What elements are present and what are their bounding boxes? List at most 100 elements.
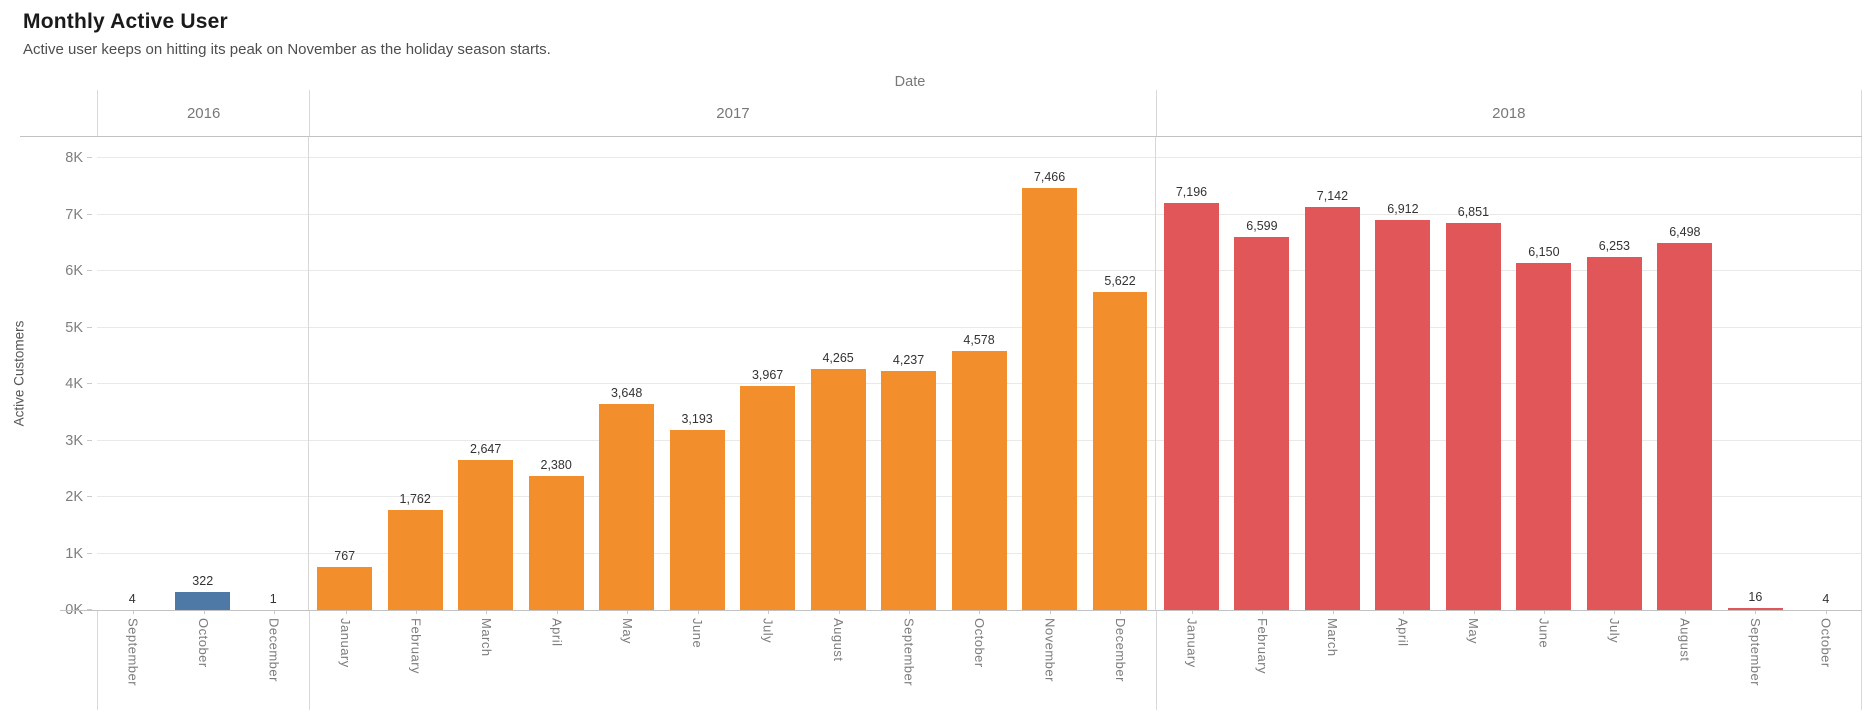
month-label-september-2016[interactable]: September — [125, 618, 141, 687]
x-tick-mark — [1262, 610, 1264, 614]
chart-title: Monthly Active User — [23, 10, 228, 33]
bar-value-label: 6,498 — [1669, 224, 1701, 239]
bar-september-2018[interactable] — [1727, 608, 1783, 610]
bar-september-2017[interactable] — [881, 370, 937, 610]
month-label-january-2018[interactable]: January — [1184, 618, 1200, 668]
bar-july-2017[interactable] — [740, 385, 796, 610]
month-cell-january-2018: January — [1157, 610, 1227, 710]
month-cell-may-2018: May — [1438, 610, 1508, 710]
bar-august-2018[interactable] — [1657, 242, 1713, 610]
month-label-june-2017[interactable]: June — [690, 618, 706, 649]
bar-november-2017[interactable] — [1022, 188, 1077, 610]
month-label-august-2017[interactable]: August — [831, 618, 847, 662]
month-label-august-2018[interactable]: August — [1677, 618, 1693, 662]
year-group-2017: 2017 — [310, 90, 1157, 137]
gridline-5K — [97, 326, 1862, 328]
bar-slot-may-2017: 3,648 — [591, 137, 661, 610]
x-tick-mark — [1825, 610, 1827, 614]
month-label-april-2018[interactable]: April — [1395, 618, 1411, 647]
month-cell-april-2017: April — [522, 610, 592, 710]
x-tick-mark — [627, 610, 629, 614]
bar-march-2017[interactable] — [458, 460, 514, 610]
bar-august-2017[interactable] — [810, 369, 866, 610]
month-label-july-2017[interactable]: July — [760, 618, 776, 644]
bar-december-2017[interactable] — [1092, 292, 1148, 610]
month-label-november-2017[interactable]: November — [1042, 618, 1058, 682]
y-tick-mark — [87, 552, 92, 554]
bar-slot-march-2017: 2,647 — [450, 137, 520, 610]
x-tick-mark — [1049, 610, 1051, 614]
bar-value-label: 6,253 — [1598, 238, 1630, 253]
month-label-october-2016[interactable]: October — [196, 618, 212, 668]
month-cell-january-2017: January — [310, 610, 380, 710]
month-label-april-2017[interactable]: April — [549, 618, 565, 647]
bar-january-2017[interactable] — [317, 566, 373, 610]
year-header-2018[interactable]: 2018 — [1492, 105, 1526, 122]
bar-june-2017[interactable] — [669, 429, 725, 610]
bar-slot-november-2017: 7,466 — [1014, 137, 1084, 610]
month-label-march-2017[interactable]: March — [478, 618, 494, 657]
bar-october-2017[interactable] — [951, 351, 1007, 610]
month-cell-november-2017: November — [1015, 610, 1085, 710]
bar-october-2016[interactable] — [175, 591, 231, 610]
bar-january-2018[interactable] — [1163, 203, 1219, 610]
month-label-december-2016[interactable]: December — [266, 618, 282, 682]
bar-slot-may-2018: 6,851 — [1438, 137, 1508, 610]
bar-april-2018[interactable] — [1375, 219, 1431, 610]
month-label-february-2018[interactable]: February — [1254, 618, 1270, 675]
month-label-december-2017[interactable]: December — [1112, 618, 1128, 682]
x-tick-mark — [415, 610, 417, 614]
bar-april-2017[interactable] — [528, 475, 584, 610]
month-label-october-2017[interactable]: October — [971, 618, 987, 668]
month-label-june-2018[interactable]: June — [1536, 618, 1552, 649]
year-header-2016[interactable]: 2016 — [186, 105, 221, 122]
chart-main: 2016 2017 2018 4 322 1 767 1,762 2,647 2,380 3,64… — [97, 90, 1862, 710]
y-tick-mark — [87, 439, 92, 441]
y-tick-label-1K: 1K — [65, 545, 83, 562]
month-group-2017: January February March April May June July Augu… — [310, 610, 1157, 710]
month-label-october-2018[interactable]: October — [1818, 618, 1834, 668]
x-tick-mark — [979, 610, 981, 614]
month-label-january-2017[interactable]: January — [338, 618, 354, 668]
month-label-may-2018[interactable]: May — [1466, 618, 1482, 645]
gridline-6K — [97, 270, 1862, 272]
bar-slot-september-2018: 16 — [1720, 137, 1790, 610]
bar-june-2018[interactable] — [1516, 262, 1572, 610]
month-cell-september-2016: September — [98, 610, 168, 710]
plot-area: 4 322 1 767 1,762 2,647 2,380 3,648 3,193 3,967 4,… — [97, 137, 1862, 610]
bar-value-label: 7,142 — [1316, 188, 1349, 203]
month-cell-october-2017: October — [944, 610, 1014, 710]
x-tick-mark — [1684, 610, 1686, 614]
bar-february-2018[interactable] — [1234, 237, 1290, 610]
bar-july-2018[interactable] — [1586, 256, 1642, 610]
bar-march-2018[interactable] — [1304, 206, 1360, 610]
bar-value-label: 3,967 — [751, 367, 784, 382]
month-label-september-2018[interactable]: September — [1747, 618, 1763, 687]
year-header-row: 2016 2017 2018 — [97, 90, 1862, 137]
x-tick-mark — [133, 610, 135, 614]
bar-slot-april-2018: 6,912 — [1368, 137, 1438, 610]
month-label-may-2017[interactable]: May — [619, 618, 635, 645]
gridline-8K — [97, 157, 1862, 159]
y-tick-label-4K: 4K — [65, 376, 83, 393]
bar-slot-august-2017: 4,265 — [803, 137, 873, 610]
bar-value-label: 6,912 — [1387, 201, 1419, 216]
bar-value-label: 6,851 — [1457, 204, 1490, 219]
month-label-february-2017[interactable]: February — [408, 618, 424, 675]
y-axis: 0K 1K 2K 3K 4K 5K 6K 7K 8K — [0, 137, 97, 618]
x-tick-mark — [1120, 610, 1122, 614]
x-tick-mark — [1755, 610, 1757, 614]
month-axis-row: September October December January February M… — [97, 610, 1862, 710]
bar-value-label: 2,647 — [470, 442, 502, 457]
bar-may-2017[interactable] — [599, 403, 655, 610]
bar-may-2018[interactable] — [1445, 222, 1501, 610]
month-label-september-2017[interactable]: September — [901, 618, 917, 687]
month-label-july-2018[interactable]: July — [1606, 618, 1622, 644]
year-header-2017[interactable]: 2017 — [716, 105, 750, 122]
column-field-label[interactable]: Date — [894, 74, 926, 90]
bar-slot-july-2018: 6,253 — [1579, 137, 1649, 610]
bar-value-label: 16 — [1748, 590, 1763, 604]
bar-slot-august-2018: 6,498 — [1650, 137, 1720, 610]
bar-february-2017[interactable] — [387, 510, 443, 610]
month-label-march-2018[interactable]: March — [1325, 618, 1341, 657]
